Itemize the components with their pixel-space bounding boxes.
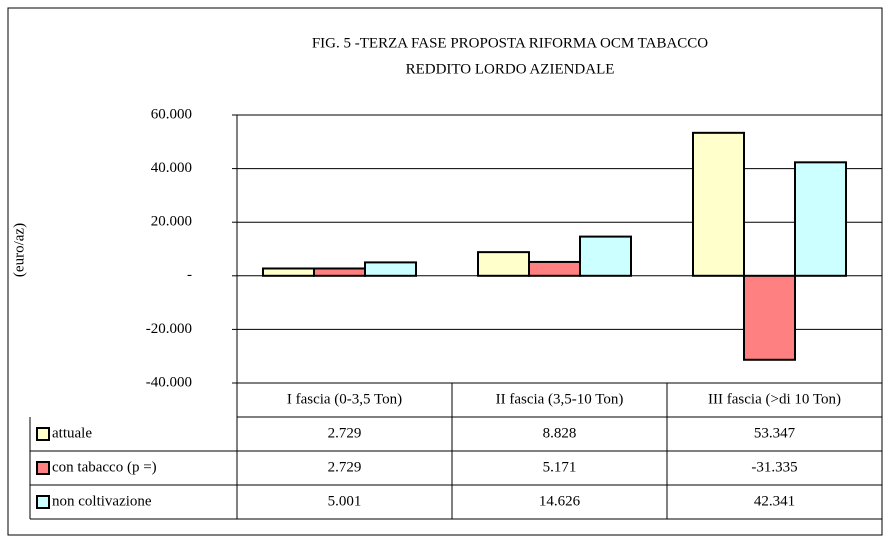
value-label: 5.001 — [328, 493, 362, 509]
bar — [743, 274, 796, 361]
y-tick-label: 20.000 — [151, 214, 192, 230]
legend-swatch — [36, 495, 50, 509]
x-tick-label: II fascia (3,5-10 Ton) — [496, 391, 624, 407]
value-label: 2.729 — [328, 425, 362, 441]
legend-label: attuale — [52, 425, 92, 441]
legend-swatch — [36, 461, 50, 475]
x-tick-label: I fascia (0-3,5 Ton) — [287, 391, 402, 407]
value-label: 14.626 — [539, 493, 581, 509]
bar — [262, 267, 315, 277]
legend-swatch — [36, 427, 50, 441]
bar — [477, 251, 530, 277]
y-tick-label: -40.000 — [146, 374, 192, 390]
y-tick-label: 40.000 — [151, 160, 192, 176]
chart-title: FIG. 5 -TERZA FASE PROPOSTA RIFORMA OCM … — [312, 35, 708, 51]
bar — [364, 261, 417, 277]
y-tick-label: 60.000 — [151, 106, 192, 122]
chart-border — [7, 7, 883, 536]
value-label: 8.828 — [543, 425, 577, 441]
chart-subtitle: REDDITO LORDO AZIENDALE — [406, 61, 615, 77]
value-label: 53.347 — [754, 425, 796, 441]
y-axis-label: (euro/az) — [11, 223, 27, 277]
bar — [794, 161, 847, 277]
bar — [692, 131, 745, 277]
value-label: -31.335 — [751, 459, 797, 475]
value-label: 2.729 — [328, 459, 362, 475]
bar — [579, 235, 632, 277]
bar — [528, 260, 581, 277]
y-tick-label: -20.000 — [146, 321, 192, 337]
legend-label: con tabacco (p =) — [52, 459, 157, 475]
legend-label: non coltivazione — [52, 493, 152, 509]
value-label: 5.171 — [543, 459, 577, 475]
value-label: 42.341 — [754, 493, 795, 509]
bar — [313, 267, 366, 277]
x-tick-label: III fascia (>di 10 Ton) — [708, 391, 841, 407]
y-tick-label: - — [187, 267, 192, 283]
